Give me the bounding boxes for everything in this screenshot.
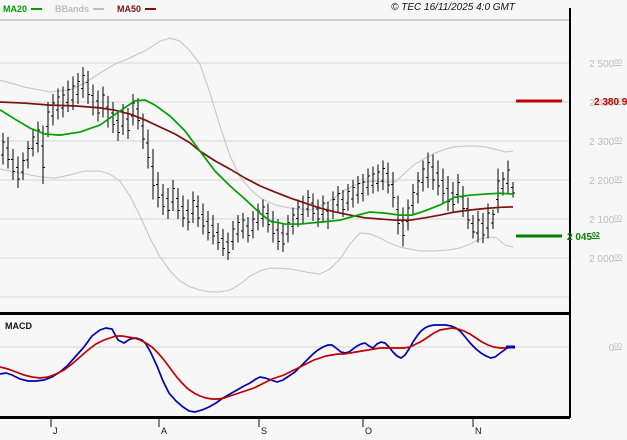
price-tick-2400: 2 40000 <box>589 98 622 109</box>
month-label-august: A <box>161 426 168 436</box>
ma20-line-swatch <box>31 8 43 10</box>
month-label-september: S <box>261 426 268 436</box>
bollinger-lower-line <box>0 168 514 293</box>
legend-label-bbands: BBands <box>55 4 90 14</box>
month-label-november: N <box>475 426 482 436</box>
support-level-label: 2 04502 <box>567 232 600 243</box>
price-tick-2000: 2 00000 <box>589 254 622 265</box>
ma20-line <box>0 99 514 225</box>
price-tick-2200: 2 20000 <box>589 176 622 187</box>
main-macd-separator <box>0 312 570 315</box>
legend-label-ma50: MA50 <box>117 4 142 14</box>
macd-line <box>0 324 513 413</box>
header: MA20 BBands MA50 © TEC 16/11/2025 4:0 GM… <box>0 0 627 20</box>
macd-signal-line <box>0 327 513 400</box>
price-tick-2500: 2 50000 <box>589 59 622 70</box>
price-tick-2100: 2 10000 <box>589 215 622 226</box>
macd-panel-title: MACD <box>5 321 32 331</box>
month-label-october: O <box>365 426 373 436</box>
legend: MA20 BBands MA50 <box>3 4 169 14</box>
ma50-line-swatch <box>145 8 157 10</box>
macd-bottom-border <box>0 416 570 419</box>
ma50-line <box>0 101 514 222</box>
bollinger-upper-line <box>0 37 514 211</box>
copyright-text: © TEC 16/11/2025 4:0 GMT <box>391 2 515 13</box>
bbands-line-swatch <box>93 8 105 10</box>
price-tick-2300: 2 30000 <box>589 137 622 148</box>
resistance-level-label: 2 380 9 <box>594 97 627 108</box>
legend-label-ma20: MA20 <box>3 4 28 14</box>
month-label-july: J <box>53 426 58 436</box>
price-axis-line <box>569 8 571 418</box>
macd-zero-label: 000 <box>608 343 622 354</box>
